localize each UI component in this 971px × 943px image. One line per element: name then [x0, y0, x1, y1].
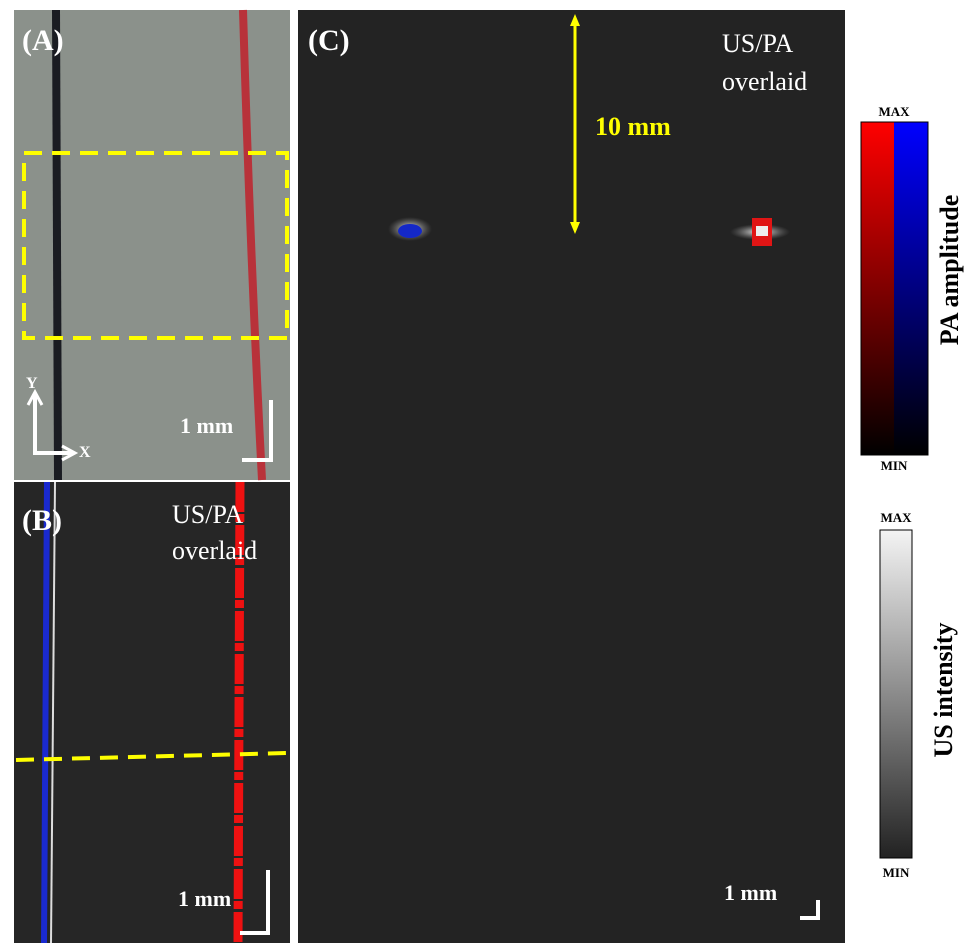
- us-signal: [50, 481, 56, 943]
- colorbar-frame: [860, 121, 929, 456]
- caption-line: US/PA: [172, 500, 244, 529]
- panel-label: (A): [22, 24, 64, 57]
- panel-label: (B): [22, 504, 62, 537]
- scale-bar-label: 1 mm: [180, 413, 233, 438]
- panel-c: 10 mm (C) US/PA overlaid 1 mm: [298, 10, 845, 943]
- colorbar-gray: [879, 529, 913, 859]
- red-tube: [239, 9, 266, 481]
- image-background: [298, 10, 845, 943]
- colorbar-min: MIN: [881, 458, 908, 473]
- blue-signal: [41, 481, 50, 943]
- caption-line: overlaid: [722, 67, 807, 96]
- colorbar-min: MIN: [883, 865, 910, 880]
- scale-bar: [240, 870, 270, 935]
- scale-bar: [800, 900, 820, 920]
- colorbar-max: MAX: [880, 510, 912, 525]
- panel-b: (B) US/PA overlaid 1 mm: [14, 481, 290, 943]
- axis-arrows: [33, 395, 72, 455]
- scale-bar: [242, 400, 273, 462]
- black-tube: [52, 9, 62, 481]
- us-colorbar: MAX MIN US intensity: [879, 510, 958, 880]
- red-signal: [233, 481, 245, 943]
- colorbar-title: US intensity: [929, 622, 958, 757]
- pa-colorbar: MAX MIN PA amplitude: [860, 104, 964, 473]
- caption-line: US/PA: [722, 29, 794, 58]
- axis-label: X: [79, 444, 91, 461]
- caption-line: overlaid: [172, 536, 257, 565]
- arrow-heads: [26, 388, 79, 462]
- colorbar-blue: [894, 122, 928, 455]
- pa-blue-blob: [398, 224, 422, 238]
- colorbar-title: PA amplitude: [935, 195, 964, 345]
- colorbar-red: [861, 122, 894, 455]
- panel-label: (C): [308, 24, 350, 57]
- scale-bar-label: 1 mm: [724, 880, 777, 905]
- axis-label: Y: [26, 375, 38, 392]
- us-core: [756, 226, 768, 236]
- panel-a: (A) Y X 1 mm: [14, 9, 290, 481]
- distance-label: 10 mm: [595, 112, 671, 141]
- slice-line: [15, 751, 289, 762]
- scale-bar-label: 1 mm: [178, 886, 231, 911]
- colorbar-max: MAX: [878, 104, 910, 119]
